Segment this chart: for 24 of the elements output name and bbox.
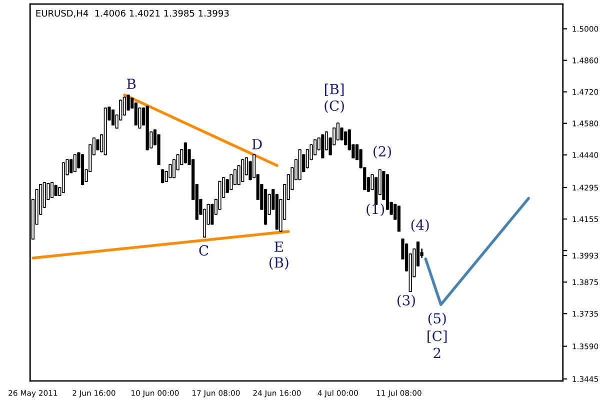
candlestick (50, 182, 54, 198)
annotation: (3) (397, 294, 415, 308)
annotation: 2 (434, 348, 440, 358)
annotation: B (126, 78, 136, 89)
candlestick (241, 158, 244, 182)
candlestick (184, 142, 188, 164)
annotation: (B) (269, 257, 288, 270)
annotation: D (252, 139, 262, 150)
candlestick (111, 109, 115, 126)
annotation: C (199, 245, 208, 256)
annotation: (C) (324, 100, 344, 113)
text: EURUSD,H4 1.4006 1.4021 1.3985 1.3993 (36, 10, 229, 18)
annotation: [B] (324, 84, 344, 96)
candlestick (54, 184, 58, 196)
candlestick (73, 154, 76, 172)
candlestick (321, 134, 324, 158)
annotation: (1) (366, 203, 384, 216)
annotation: (5) (428, 312, 446, 326)
annotation: (2) (374, 146, 391, 159)
candlestick (230, 174, 233, 190)
candlestick (161, 169, 164, 184)
annotation: E (274, 242, 283, 252)
annotation: [C] (428, 330, 447, 343)
annotation: (4) (411, 219, 429, 232)
